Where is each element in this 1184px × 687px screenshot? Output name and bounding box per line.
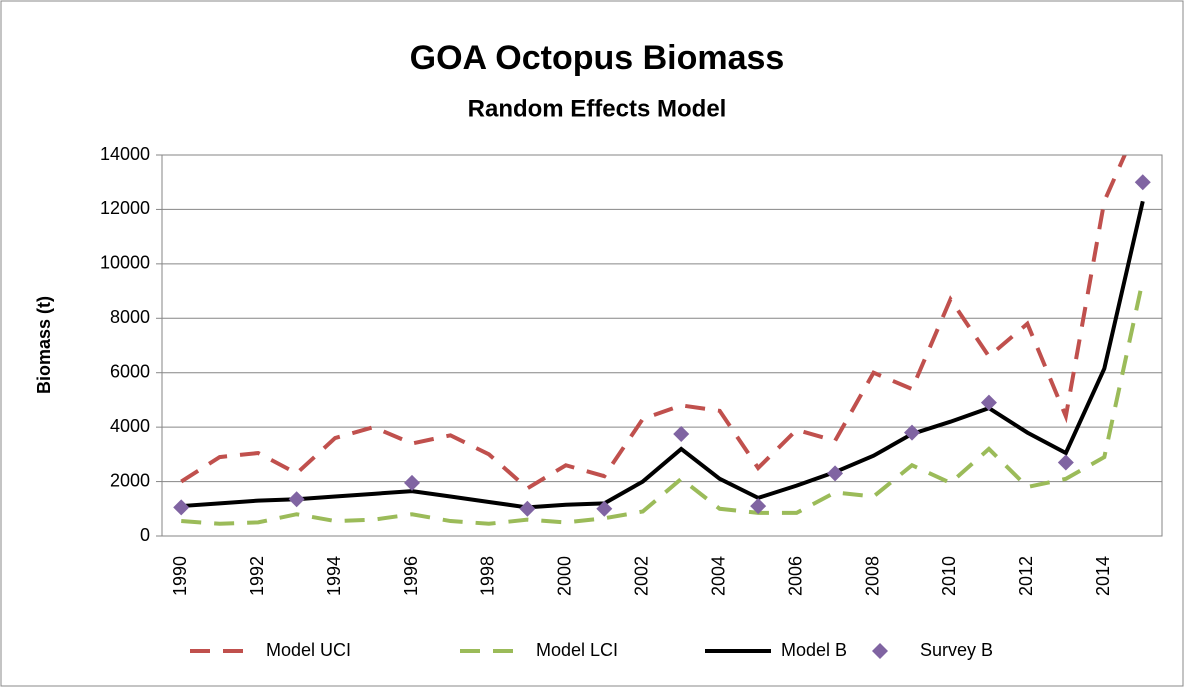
- y-tick-label: 4000: [110, 416, 150, 436]
- y-tick-label: 2000: [110, 470, 150, 490]
- legend-label: Survey B: [920, 640, 993, 660]
- x-tick-label: 1990: [170, 556, 190, 596]
- series-line: [180, 155, 1127, 491]
- survey-marker: [288, 491, 305, 508]
- x-tick-label: 1994: [324, 556, 344, 596]
- legend-label: Model UCI: [266, 640, 351, 660]
- legend-marker: [872, 643, 888, 659]
- x-tick-label: 2006: [785, 556, 805, 596]
- y-tick-label: 0: [140, 525, 150, 545]
- y-axis-label: Biomass (t): [34, 296, 54, 394]
- survey-marker: [1134, 174, 1151, 191]
- plot-border: [161, 154, 1163, 537]
- axes: 0 2000 4000 6000 8000 10000 12000 14000 1990 1992…: [100, 144, 1163, 596]
- y-tick-label: 12000: [100, 198, 150, 218]
- survey-marker: [596, 500, 613, 517]
- series-line: [181, 200, 1145, 510]
- survey-marker: [673, 425, 690, 442]
- legend: Model UCI Model LCI Model B Survey B: [190, 640, 993, 660]
- x-tick-label: 2004: [708, 556, 728, 596]
- chart-title: GOA Octopus Biomass: [410, 39, 785, 77]
- survey-marker: [750, 498, 767, 515]
- x-tick-label: 2000: [555, 556, 575, 596]
- legend-label: Model B: [781, 640, 847, 660]
- x-tick-label: 2008: [862, 556, 882, 596]
- y-tick-label: 8000: [110, 307, 150, 327]
- x-tick-label: 1998: [478, 556, 498, 596]
- survey-marker: [980, 394, 997, 411]
- chart-subtitle: Random Effects Model: [468, 95, 727, 122]
- x-tick-label: 2014: [1093, 556, 1113, 596]
- x-tick-label: 2012: [1016, 556, 1036, 596]
- series-line: [181, 279, 1145, 526]
- y-tick-label: 6000: [110, 361, 150, 381]
- survey-marker: [1057, 454, 1074, 471]
- y-tick-label: 14000: [100, 144, 150, 164]
- x-tick-label: 2010: [939, 556, 959, 596]
- y-tick-label: 10000: [100, 253, 150, 273]
- x-tick-label: 2002: [632, 556, 652, 596]
- survey-marker: [827, 465, 844, 482]
- survey-marker: [173, 499, 190, 516]
- survey-marker: [904, 424, 920, 441]
- survey-marker: [404, 474, 420, 491]
- x-tick-label: 1992: [247, 556, 267, 596]
- survey-marker: [519, 500, 536, 517]
- legend-label: Model LCI: [536, 640, 618, 660]
- x-tick-label: 1996: [401, 556, 421, 596]
- series-group: [173, 155, 1151, 526]
